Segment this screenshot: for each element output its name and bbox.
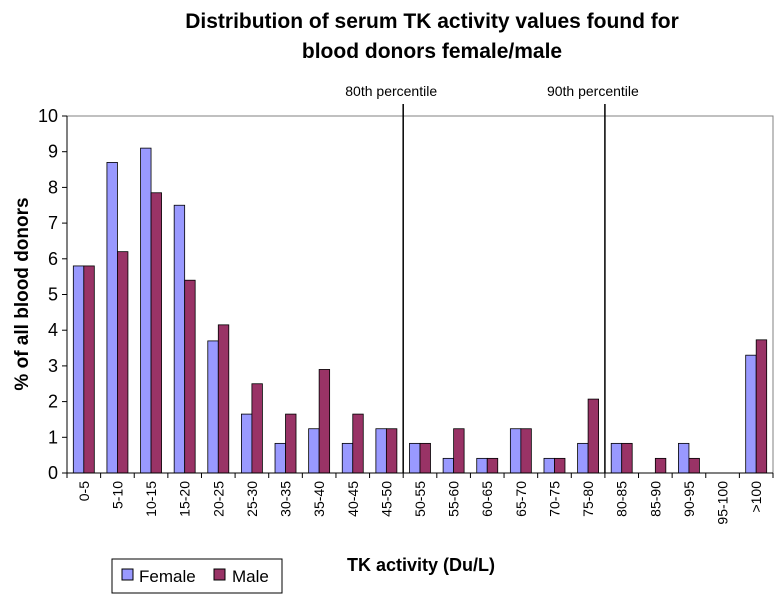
legend-label-male: Male <box>232 567 269 586</box>
x-tick-label: 45-50 <box>378 481 394 517</box>
bar-female <box>375 428 387 474</box>
bar-female <box>442 457 455 474</box>
bar-female <box>577 442 589 474</box>
x-tick-label: 95-100 <box>715 481 731 525</box>
bar-male <box>352 413 364 474</box>
bar-female <box>543 457 555 474</box>
y-tick-label: 1 <box>48 427 58 447</box>
bar-male <box>318 369 331 474</box>
percentile-label: 80th percentile <box>345 83 437 99</box>
y-tick-label: 9 <box>48 142 58 162</box>
bar-male <box>184 279 196 474</box>
x-tick-label: 80-85 <box>614 481 630 517</box>
legend-swatch-male <box>213 568 226 581</box>
y-tick-label: 8 <box>48 177 58 197</box>
y-tick-label: 0 <box>48 463 58 483</box>
bar-male <box>150 192 162 474</box>
bar-male <box>755 339 768 474</box>
x-tick-label: 20-25 <box>210 481 226 517</box>
x-tick-label: 30-35 <box>278 481 294 517</box>
legend-box <box>111 558 283 594</box>
bar-male <box>117 251 129 474</box>
x-tick-label: 55-60 <box>446 481 462 517</box>
bar-male <box>385 428 398 474</box>
bar-female <box>341 442 354 474</box>
legend: Female Male <box>111 558 283 594</box>
x-tick-label: 65-70 <box>513 481 529 517</box>
bar-female <box>207 340 219 474</box>
x-tick-label: >100 <box>748 481 764 513</box>
bar-female <box>308 428 320 474</box>
bar-female <box>72 265 85 474</box>
x-tick-label: 60-65 <box>479 481 495 517</box>
chart-title-line1: Distribution of serum TK activity values… <box>185 10 679 33</box>
bar-male <box>419 442 431 474</box>
bar-female <box>409 442 421 474</box>
bar-female <box>678 442 690 474</box>
legend-swatch-female <box>121 568 134 581</box>
bar-male <box>453 428 465 474</box>
bar-male <box>554 457 566 474</box>
chart-title-line2: blood donors female/male <box>302 40 562 63</box>
x-tick-label: 50-55 <box>412 481 428 517</box>
y-tick-label: 7 <box>48 213 58 233</box>
bar-male <box>587 398 599 474</box>
bar-female <box>106 162 118 474</box>
bar-male <box>217 324 230 474</box>
bar-male <box>285 413 297 474</box>
bar-male <box>621 442 633 474</box>
x-tick-label: 25-30 <box>244 481 260 517</box>
x-tick-label: 85-90 <box>647 481 663 517</box>
bar-male <box>520 428 532 474</box>
x-tick-label: 0-5 <box>76 481 92 501</box>
y-tick-label: 3 <box>48 356 58 376</box>
percentile-label: 90th percentile <box>547 83 639 99</box>
bar-male <box>486 457 499 474</box>
bar-male <box>654 457 667 474</box>
bar-male <box>251 383 263 474</box>
legend-label-female: Female <box>139 567 196 586</box>
y-axis-label: % of all blood donors <box>12 197 33 390</box>
bar-male <box>688 457 700 474</box>
x-tick-label: 75-80 <box>580 481 596 517</box>
bar-female <box>610 442 623 474</box>
x-tick-label: 15-20 <box>177 481 193 517</box>
bar-female <box>173 204 186 474</box>
x-tick-label: 70-75 <box>546 481 562 517</box>
x-tick-label: 5-10 <box>109 481 125 509</box>
x-axis-label: TK activity (Du/L) <box>347 555 495 575</box>
x-tick-label: 90-95 <box>681 481 697 517</box>
plot-border <box>66 115 774 474</box>
y-tick-label: 2 <box>48 392 58 412</box>
bar-female <box>745 354 757 474</box>
x-tick-label: 10-15 <box>143 481 159 517</box>
y-tick-label: 4 <box>48 320 58 340</box>
y-tick-label: 6 <box>48 249 58 269</box>
bar-female <box>509 428 522 474</box>
plot-area: 0 1 2 3 4 5 6 7 8 9 10 0-5 5-10 10-15 15-20 20-25 25-30 3… <box>38 83 774 525</box>
bar-male <box>83 265 95 474</box>
bar-female <box>274 442 286 474</box>
x-tick-label: 35-40 <box>311 481 327 517</box>
bar-female <box>240 413 253 474</box>
bar-female <box>140 147 152 474</box>
y-tick-label: 5 <box>48 285 58 305</box>
x-tick-label: 40-45 <box>345 481 361 517</box>
bar-female <box>476 457 488 474</box>
y-tick-label: 10 <box>38 106 58 126</box>
